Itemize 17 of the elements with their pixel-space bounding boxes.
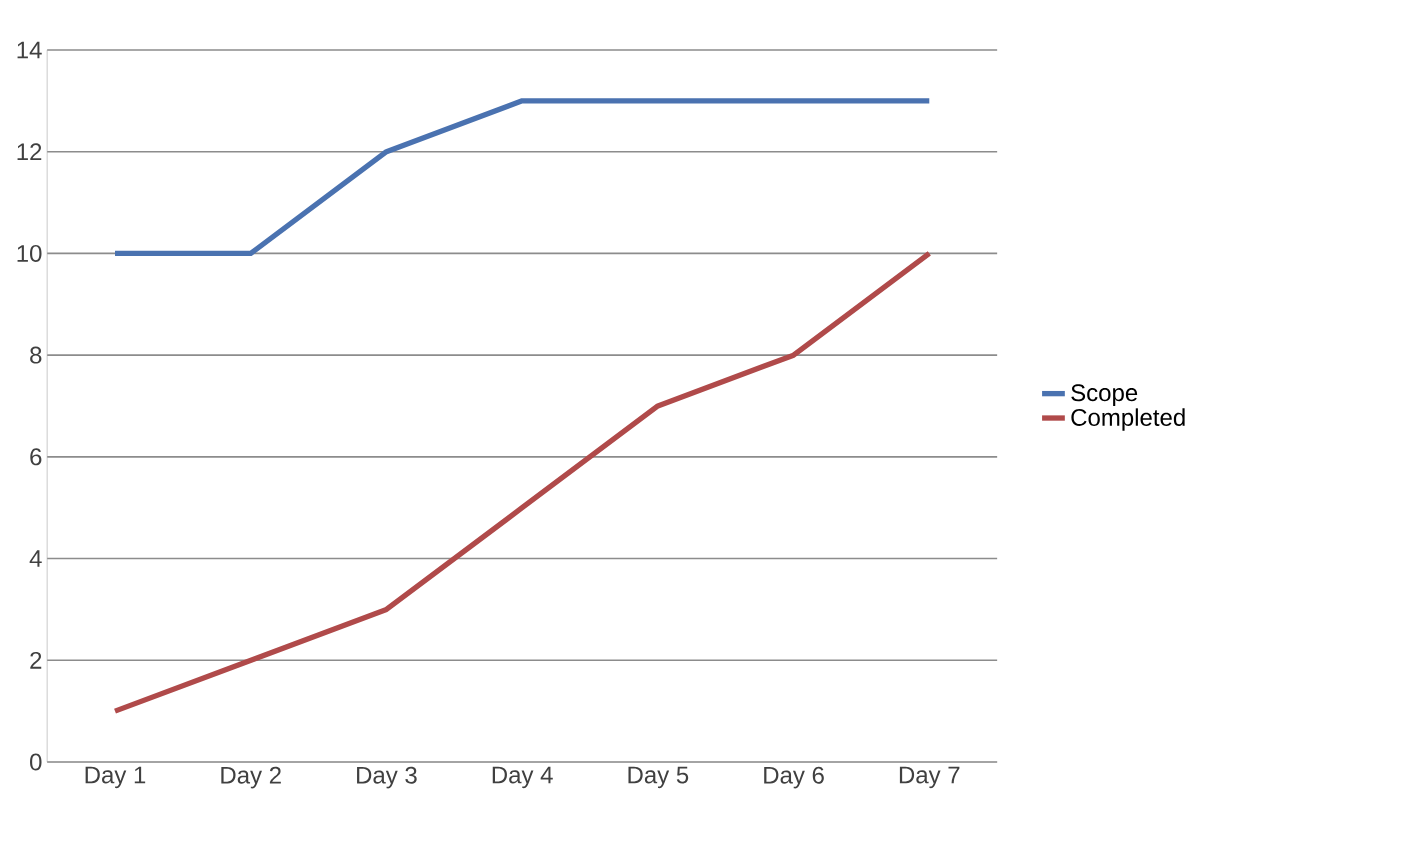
y-tick-label: 4 [29,550,42,567]
y-tick-label: 14 [17,41,42,59]
y-tick-label: 12 [17,143,42,161]
x-tick-label: Day 4 [492,766,553,789]
y-tick-label: 6 [30,448,42,466]
x-tick-label: Day 6 [764,766,824,789]
x-tick-label: Day 5 [628,766,689,789]
y-tick-label: 10 [17,244,42,262]
x-tick-label: Day 7 [899,766,960,789]
x-tick-label: Day 1 [85,766,146,789]
y-tick-label: 0 [30,753,42,771]
legend-label: Completed [1071,408,1185,431]
y-tick-label: 2 [30,651,42,669]
x-tick-label: Day 2 [221,766,281,789]
y-tick-label: 8 [30,346,42,364]
x-tick-label: Day 3 [357,766,417,789]
legend-label: Scope [1071,384,1138,406]
